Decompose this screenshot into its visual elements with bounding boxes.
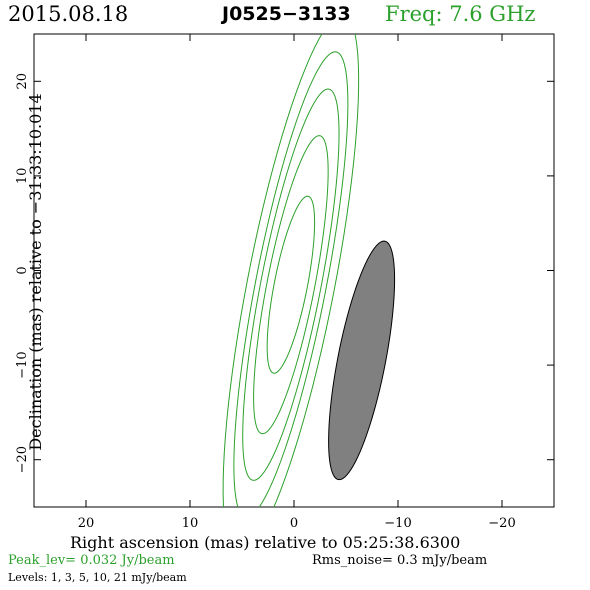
x-tick-label: −10 [384,516,411,531]
contour-line-1 [222,34,360,507]
x-axis-label: Right ascension (mas) relative to 05:25:… [70,533,461,552]
y-tick-label: 10 [15,168,30,185]
contour-group [222,34,360,507]
contour-line-5 [242,88,340,481]
x-tick-label: 0 [290,516,298,531]
tick-labels: 20 10 0 −10 −20 20 10 0 −10 −20 [15,73,516,531]
source-name: J0525−3133 [222,3,351,25]
y-tick-label: −10 [15,351,30,378]
beam-group [328,240,396,481]
contour-line-3 [233,51,349,507]
beam-ellipse [328,240,396,481]
contour-line-21 [266,195,316,374]
x-tick-label: 10 [182,516,199,531]
observation-date: 2015.08.18 [8,2,129,26]
frequency-label: Freq: 7.6 GHz [385,2,536,26]
y-tick-label: 20 [15,73,30,90]
contour-line-10 [253,135,329,435]
y-axis-label: Declination (mas) relative to −31:33:10.… [26,93,45,450]
y-tick-label: −20 [15,446,30,473]
contour-levels: Levels: 1, 3, 5, 10, 21 mJy/beam [8,571,187,584]
tick-marks [34,34,554,507]
x-tick-label: −20 [488,516,515,531]
rms-noise: Rms_noise= 0.3 mJy/beam [312,553,488,568]
plot-frame [33,33,555,508]
y-tick-label: 0 [15,266,30,274]
peak-level: Peak_lev= 0.032 Jy/beam [8,553,175,568]
x-tick-label: 20 [78,516,95,531]
